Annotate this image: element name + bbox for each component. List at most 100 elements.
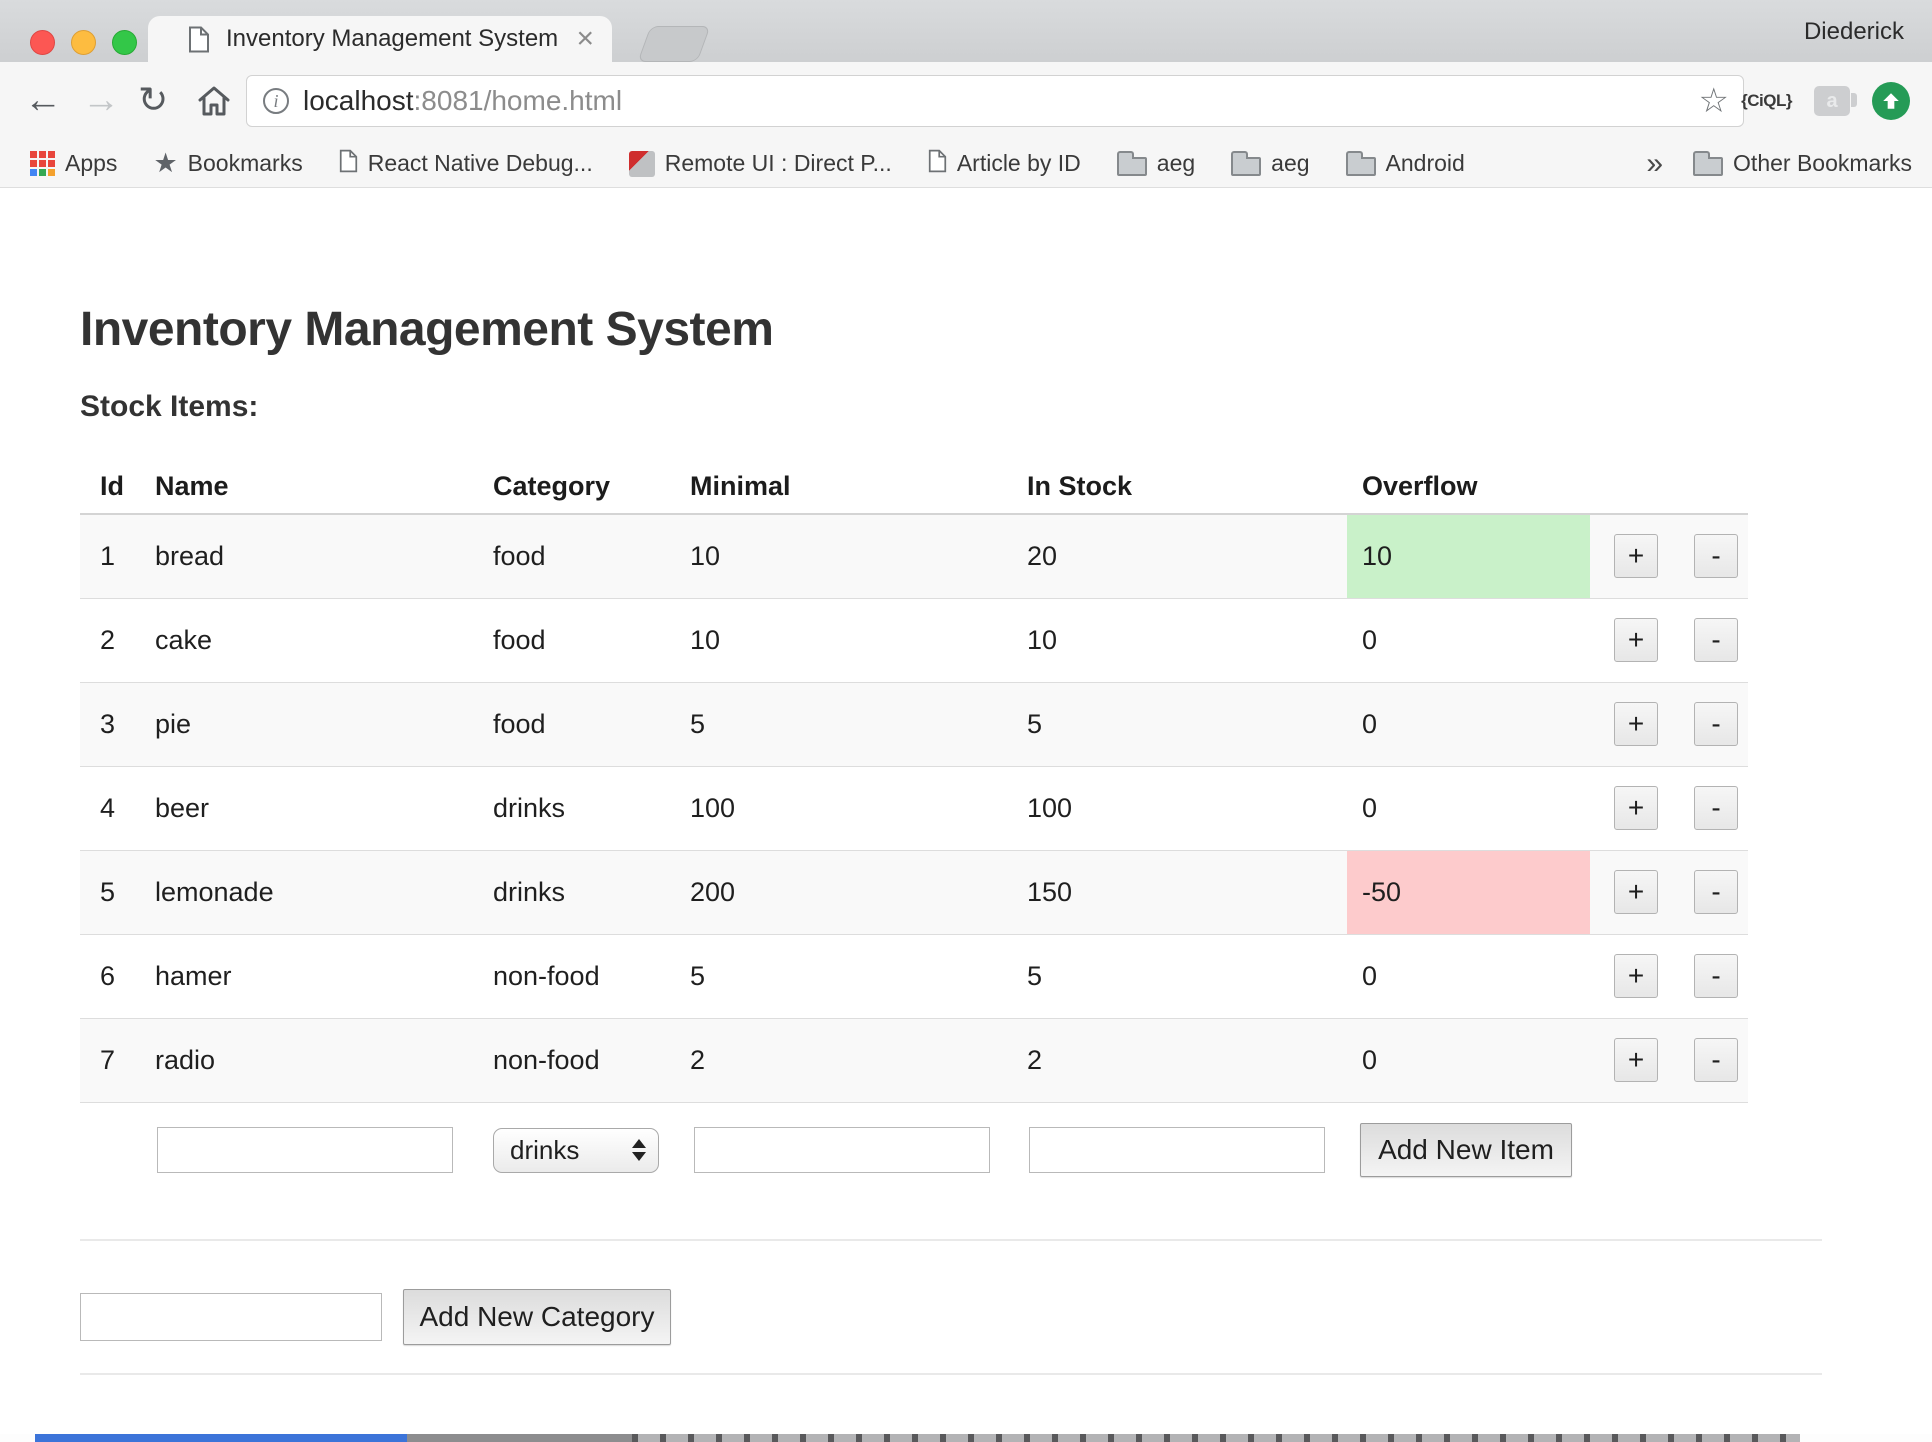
bookmark-bookmarks[interactable]: ★ Bookmarks xyxy=(153,150,302,177)
category-cell: non-food xyxy=(478,934,675,1019)
home-button[interactable] xyxy=(196,84,232,128)
add-new-item-button[interactable]: Add New Item xyxy=(1360,1122,1572,1177)
new-tab-button[interactable] xyxy=(637,26,711,62)
overflow-cell: 0 xyxy=(1347,934,1590,1019)
name-cell: beer xyxy=(140,766,478,851)
bookmark-folder-aeg-1[interactable]: aeg xyxy=(1116,150,1196,177)
in-stock-cell: 150 xyxy=(1012,850,1347,935)
decrement-button[interactable]: - xyxy=(1694,1038,1738,1082)
increment-button[interactable]: + xyxy=(1614,1038,1658,1082)
name-cell: cake xyxy=(140,598,478,683)
profile-name[interactable]: Diederick xyxy=(1803,18,1904,45)
star-icon: ★ xyxy=(153,148,178,178)
header-actions xyxy=(1590,460,1748,515)
decrement-button[interactable]: - xyxy=(1694,618,1738,662)
minimal-cell: 10 xyxy=(675,514,1012,599)
strip-segment xyxy=(0,1434,35,1442)
tab-close-icon[interactable]: × xyxy=(576,22,594,55)
overflow-cell: 0 xyxy=(1347,1018,1590,1103)
name-cell: radio xyxy=(140,1018,478,1103)
increment-button[interactable]: + xyxy=(1614,786,1658,830)
increment-button[interactable]: + xyxy=(1614,618,1658,662)
overflow-cell: 10 xyxy=(1347,514,1590,599)
ciql-extension-icon[interactable]: {CiQL} xyxy=(1741,91,1792,110)
url-host: localhost xyxy=(303,85,414,116)
overflow-cell: 0 xyxy=(1347,598,1590,683)
browser-tab[interactable]: Inventory Management System × xyxy=(148,16,612,62)
overflow-cell: 0 xyxy=(1347,766,1590,851)
bookmark-other-bookmarks[interactable]: Other Bookmarks xyxy=(1693,150,1912,177)
category-select-value: drinks xyxy=(510,1134,580,1165)
header-minimal: Minimal xyxy=(675,460,1012,515)
url-text: localhost:8081/home.html xyxy=(303,85,1689,117)
forward-button[interactable]: → xyxy=(82,79,120,121)
background-window-strip xyxy=(0,1434,1932,1442)
folder-icon xyxy=(1345,150,1376,176)
bookmarks-overflow-chevron[interactable]: » xyxy=(1646,146,1664,180)
strip-segment xyxy=(632,1434,1800,1442)
header-overflow: Overflow xyxy=(1347,460,1590,515)
category-select[interactable]: drinks xyxy=(493,1127,659,1173)
id-cell: 6 xyxy=(80,934,140,1019)
minimal-cell: 5 xyxy=(675,934,1012,1019)
new-item-in-stock-input[interactable] xyxy=(1029,1126,1325,1173)
window-zoom-button[interactable] xyxy=(112,30,137,55)
url-path: :8081/home.html xyxy=(413,85,623,116)
increment-button[interactable]: + xyxy=(1614,870,1658,914)
back-button[interactable]: ← xyxy=(24,79,62,121)
bookmarks-bar: Apps ★ Bookmarks React Native Debug... R… xyxy=(0,140,1932,188)
minimal-cell: 5 xyxy=(675,682,1012,767)
category-cell: drinks xyxy=(478,766,675,851)
page-content: Inventory Management System Stock Items:… xyxy=(0,188,1932,1375)
decrement-button[interactable]: - xyxy=(1694,954,1738,998)
name-cell: lemonade xyxy=(140,850,478,935)
reload-button[interactable]: ↻ xyxy=(138,79,169,120)
remote-ui-icon xyxy=(628,150,655,177)
decrement-button[interactable]: - xyxy=(1694,702,1738,746)
bookmark-folder-android[interactable]: Android xyxy=(1345,150,1465,177)
bookmark-apps[interactable]: Apps xyxy=(30,150,117,177)
add-new-category-button[interactable]: Add New Category xyxy=(403,1288,671,1345)
bookmark-label: Article by ID xyxy=(956,150,1081,176)
name-cell: bread xyxy=(140,514,478,599)
table-row: 5 lemonade drinks 200 150 -50 + - xyxy=(80,850,1748,935)
strip-segment xyxy=(407,1434,632,1442)
decrement-button[interactable]: - xyxy=(1694,534,1738,579)
folder-icon xyxy=(1116,150,1147,176)
bookmark-article-by-id[interactable]: Article by ID xyxy=(928,149,1081,179)
divider xyxy=(80,1372,1822,1375)
bookmark-label: React Native Debug... xyxy=(367,150,593,176)
page-title: Inventory Management System xyxy=(80,303,774,356)
id-cell: 5 xyxy=(80,850,140,935)
increment-button[interactable]: + xyxy=(1614,534,1658,579)
new-category-input[interactable] xyxy=(80,1292,382,1341)
category-cell: food xyxy=(478,598,675,683)
minimal-cell: 100 xyxy=(675,766,1012,851)
browser-toolbar: ← → ↻ i localhost:8081/home.html ☆ {CiQL… xyxy=(0,62,1932,140)
window-controls xyxy=(30,30,137,55)
window-close-button[interactable] xyxy=(30,30,55,55)
increment-button[interactable]: + xyxy=(1614,954,1658,998)
id-cell: 3 xyxy=(80,682,140,767)
page-icon xyxy=(928,149,947,179)
bookmark-folder-aeg-2[interactable]: aeg xyxy=(1231,150,1310,177)
green-arrow-extension-icon[interactable] xyxy=(1872,82,1910,120)
gray-extension-icon[interactable]: a xyxy=(1814,86,1857,116)
new-item-name-input[interactable] xyxy=(157,1126,453,1173)
decrement-button[interactable]: - xyxy=(1694,786,1738,830)
select-spinner-icon xyxy=(632,1139,646,1161)
bookmark-remote-ui[interactable]: Remote UI : Direct P... xyxy=(628,150,892,177)
window-minimize-button[interactable] xyxy=(71,30,96,55)
bookmark-label: Other Bookmarks xyxy=(1733,150,1912,176)
bookmark-react-native-debug[interactable]: React Native Debug... xyxy=(339,149,593,179)
decrement-button[interactable]: - xyxy=(1694,870,1738,914)
table-row: 3 pie food 5 5 0 + - xyxy=(80,682,1748,767)
new-item-minimal-input[interactable] xyxy=(694,1126,990,1173)
address-bar[interactable]: i localhost:8081/home.html ☆ xyxy=(246,75,1744,127)
site-info-icon[interactable]: i xyxy=(263,88,289,114)
in-stock-cell: 5 xyxy=(1012,934,1347,1019)
increment-button[interactable]: + xyxy=(1614,702,1658,746)
bookmark-star-icon[interactable]: ☆ xyxy=(1698,82,1729,120)
bookmark-label: aeg xyxy=(1156,150,1196,176)
minimal-cell: 10 xyxy=(675,598,1012,683)
